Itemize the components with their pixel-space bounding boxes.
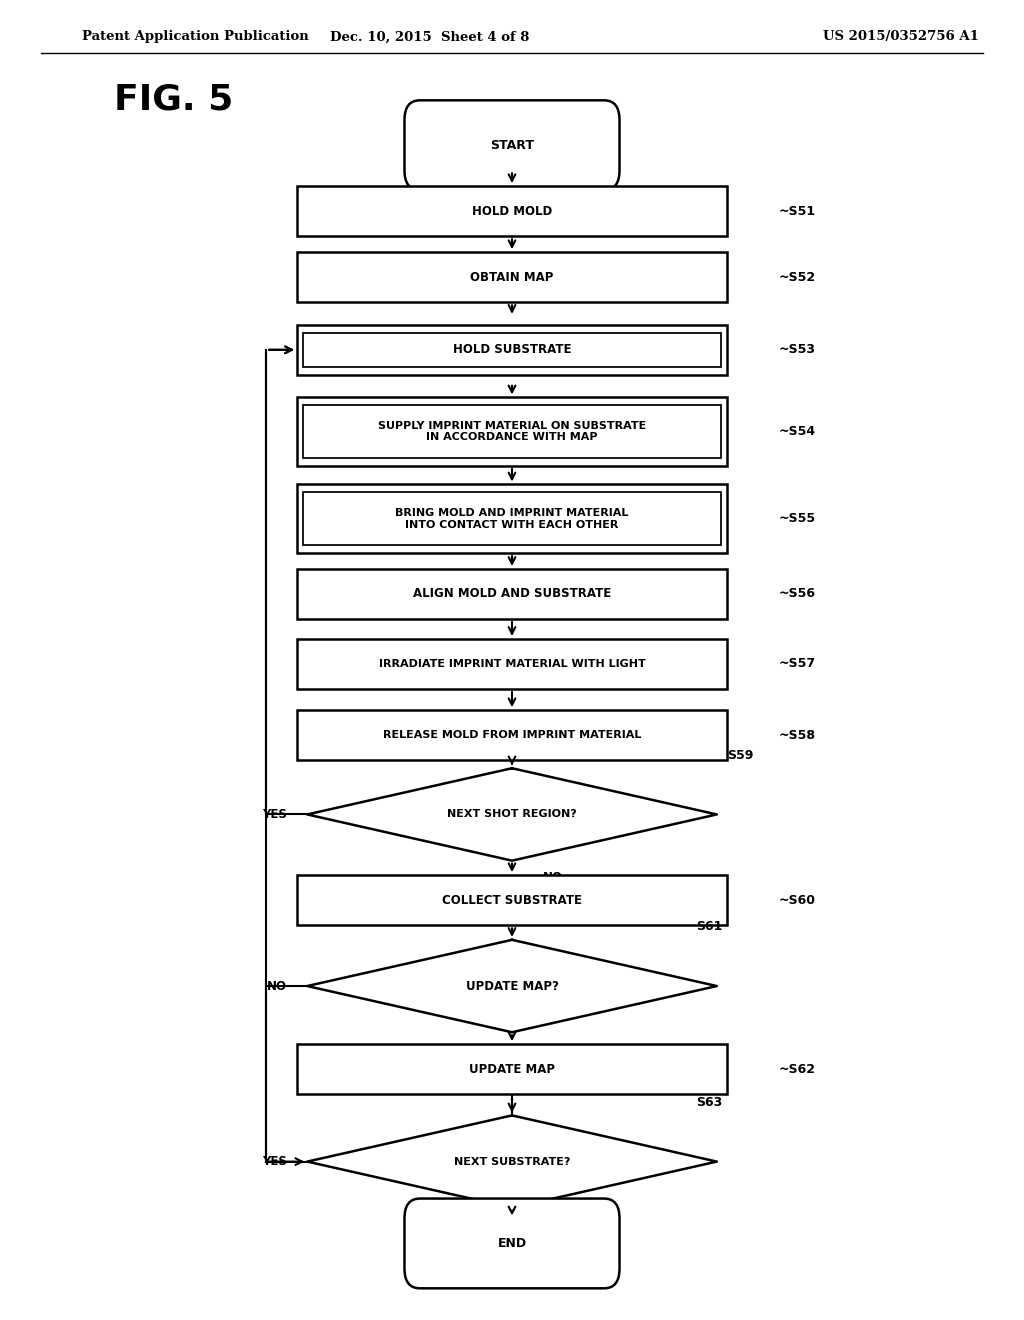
Text: ~S58: ~S58	[778, 729, 815, 742]
Text: NO: NO	[266, 979, 287, 993]
FancyBboxPatch shape	[297, 569, 727, 619]
Text: SUPPLY IMPRINT MATERIAL ON SUBSTRATE
IN ACCORDANCE WITH MAP: SUPPLY IMPRINT MATERIAL ON SUBSTRATE IN …	[378, 421, 646, 442]
Text: NEXT SUBSTRATE?: NEXT SUBSTRATE?	[454, 1156, 570, 1167]
FancyBboxPatch shape	[297, 325, 727, 375]
FancyBboxPatch shape	[297, 252, 727, 302]
Text: S59: S59	[727, 748, 754, 762]
Text: YES: YES	[262, 808, 287, 821]
Text: ~S56: ~S56	[778, 587, 815, 601]
FancyBboxPatch shape	[297, 1044, 727, 1094]
FancyBboxPatch shape	[297, 875, 727, 925]
Text: ~S55: ~S55	[778, 512, 815, 525]
Text: HOLD SUBSTRATE: HOLD SUBSTRATE	[453, 343, 571, 356]
FancyBboxPatch shape	[404, 1199, 620, 1288]
Text: ~S52: ~S52	[778, 271, 815, 284]
FancyBboxPatch shape	[297, 484, 727, 553]
Text: HOLD MOLD: HOLD MOLD	[472, 205, 552, 218]
Text: YES: YES	[262, 1155, 287, 1168]
Text: BRING MOLD AND IMPRINT MATERIAL
INTO CONTACT WITH EACH OTHER: BRING MOLD AND IMPRINT MATERIAL INTO CON…	[395, 508, 629, 529]
Text: ALIGN MOLD AND SUBSTRATE: ALIGN MOLD AND SUBSTRATE	[413, 587, 611, 601]
FancyBboxPatch shape	[297, 186, 727, 236]
Text: NO: NO	[543, 871, 563, 884]
Text: UPDATE MAP?: UPDATE MAP?	[466, 979, 558, 993]
Text: NEXT SHOT REGION?: NEXT SHOT REGION?	[447, 809, 577, 820]
FancyBboxPatch shape	[297, 397, 727, 466]
Text: END: END	[498, 1237, 526, 1250]
Text: IRRADIATE IMPRINT MATERIAL WITH LIGHT: IRRADIATE IMPRINT MATERIAL WITH LIGHT	[379, 659, 645, 669]
Text: ~S60: ~S60	[778, 894, 815, 907]
Text: START: START	[490, 139, 534, 152]
Text: Dec. 10, 2015  Sheet 4 of 8: Dec. 10, 2015 Sheet 4 of 8	[331, 30, 529, 44]
Text: ~S51: ~S51	[778, 205, 815, 218]
FancyBboxPatch shape	[297, 710, 727, 760]
FancyBboxPatch shape	[297, 639, 727, 689]
FancyBboxPatch shape	[404, 100, 620, 190]
Text: ~S53: ~S53	[778, 343, 815, 356]
Text: UPDATE MAP: UPDATE MAP	[469, 1063, 555, 1076]
Text: ~S57: ~S57	[778, 657, 815, 671]
Text: S63: S63	[696, 1096, 723, 1109]
Text: ~S62: ~S62	[778, 1063, 815, 1076]
Text: RELEASE MOLD FROM IMPRINT MATERIAL: RELEASE MOLD FROM IMPRINT MATERIAL	[383, 730, 641, 741]
Text: OBTAIN MAP: OBTAIN MAP	[470, 271, 554, 284]
Text: YES: YES	[543, 1043, 567, 1056]
Text: FIG. 5: FIG. 5	[115, 82, 233, 116]
Text: ~S54: ~S54	[778, 425, 815, 438]
Text: S61: S61	[696, 920, 723, 933]
Text: Patent Application Publication: Patent Application Publication	[82, 30, 308, 44]
Text: US 2015/0352756 A1: US 2015/0352756 A1	[823, 30, 979, 44]
Text: COLLECT SUBSTRATE: COLLECT SUBSTRATE	[442, 894, 582, 907]
Text: NO: NO	[543, 1218, 563, 1232]
